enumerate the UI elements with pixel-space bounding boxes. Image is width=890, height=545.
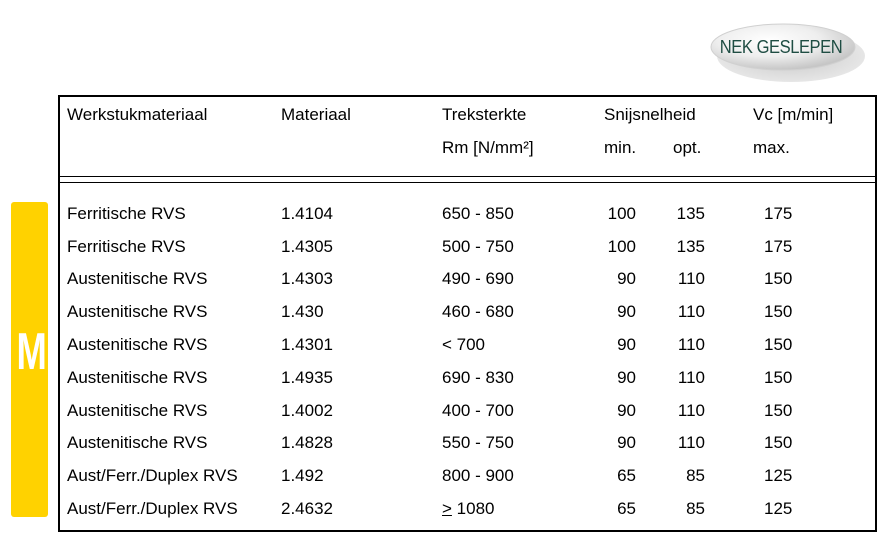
table-row: Austenitische RVS 1.4002 400 - 700 90 11… bbox=[60, 401, 875, 434]
header-grade: Materiaal bbox=[281, 105, 351, 124]
row-material: Aust/Ferr./Duplex RVS bbox=[67, 499, 238, 518]
header-separator-top bbox=[60, 176, 875, 177]
row-vc-max: 150 bbox=[764, 302, 793, 321]
row-grade: 1.4002 bbox=[281, 401, 333, 420]
row-grade: 1.492 bbox=[281, 466, 324, 485]
row-speed-opt: 135 bbox=[676, 204, 705, 223]
row-speed-min: 90 bbox=[617, 302, 636, 321]
row-speed-opt: 110 bbox=[677, 368, 705, 387]
table-row: Austenitische RVS 1.4828 550 - 750 90 11… bbox=[60, 433, 875, 466]
row-grade: 1.4104 bbox=[281, 204, 333, 223]
row-vc-max: 150 bbox=[764, 335, 793, 354]
header-separator-bottom bbox=[60, 182, 875, 183]
table-row: Austenitische RVS 1.4935 690 - 830 90 11… bbox=[60, 368, 875, 401]
row-grade: 1.4301 bbox=[281, 335, 333, 354]
logo-text: NEK GESLEPEN bbox=[719, 37, 843, 57]
row-speed-opt: 110 bbox=[677, 401, 705, 420]
row-tensile: 550 - 750 bbox=[442, 433, 514, 452]
row-vc-max: 175 bbox=[764, 204, 793, 223]
table-row: Austenitische RVS 1.4301 < 700 90 110 15… bbox=[60, 335, 875, 368]
row-grade: 1.4828 bbox=[281, 433, 333, 452]
row-speed-min: 100 bbox=[607, 204, 636, 223]
row-grade: 1.4305 bbox=[281, 237, 333, 256]
row-speed-min: 90 bbox=[617, 335, 636, 354]
row-vc-max: 125 bbox=[764, 466, 793, 485]
row-tensile: 690 - 830 bbox=[442, 368, 514, 387]
row-vc-max: 150 bbox=[764, 401, 793, 420]
table-row: Aust/Ferr./Duplex RVS 1.492 800 - 900 65… bbox=[60, 466, 875, 499]
row-vc-max: 150 bbox=[764, 433, 793, 452]
header-tensile: Treksterkte bbox=[442, 105, 527, 124]
row-material: Austenitische RVS bbox=[67, 269, 208, 288]
header-cutting-speed: Snijsnelheid bbox=[604, 105, 696, 124]
table-row: Aust/Ferr./Duplex RVS 2.4632 > 1080 65 8… bbox=[60, 499, 875, 532]
header-vc-max: max. bbox=[753, 138, 790, 157]
row-material: Austenitische RVS bbox=[67, 433, 208, 452]
nek-geslepen-logo: NEK GESLEPEN bbox=[707, 20, 867, 84]
row-tensile: > 1080 bbox=[442, 499, 494, 519]
category-side-tab: M bbox=[11, 202, 48, 517]
row-vc-max: 150 bbox=[764, 368, 793, 387]
row-tensile: 650 - 850 bbox=[442, 204, 514, 223]
row-speed-min: 90 bbox=[617, 269, 636, 288]
row-tensile-value: 1080 bbox=[451, 499, 495, 518]
table-row: Austenitische RVS 1.4303 490 - 690 90 11… bbox=[60, 269, 875, 302]
row-speed-opt: 85 bbox=[686, 466, 705, 485]
row-material: Ferritische RVS bbox=[67, 237, 186, 256]
greater-equal-symbol: > bbox=[442, 499, 452, 518]
category-letter: M bbox=[16, 323, 47, 381]
cutting-speed-table: Werkstukmateriaal Materiaal Treksterkte … bbox=[58, 95, 877, 532]
row-tensile: < 700 bbox=[442, 335, 486, 354]
row-speed-opt: 85 bbox=[686, 499, 705, 518]
row-tensile: 800 - 900 bbox=[442, 466, 514, 485]
row-speed-min: 90 bbox=[617, 368, 636, 387]
row-grade: 1.4935 bbox=[281, 368, 333, 387]
row-speed-min: 65 bbox=[617, 499, 636, 518]
header-speed-min: min. bbox=[604, 138, 637, 157]
header-material: Werkstukmateriaal bbox=[67, 105, 208, 124]
row-material: Aust/Ferr./Duplex RVS bbox=[67, 466, 238, 485]
row-grade: 1.4303 bbox=[281, 269, 333, 288]
header-tensile-unit: Rm [N/mm²] bbox=[442, 138, 534, 157]
row-material: Ferritische RVS bbox=[67, 204, 186, 223]
table-row: Ferritische RVS 1.4305 500 - 750 100 135… bbox=[60, 237, 875, 270]
row-tensile: 490 - 690 bbox=[442, 269, 514, 288]
row-vc-max: 150 bbox=[764, 269, 793, 288]
row-tensile: 400 - 700 bbox=[442, 401, 514, 420]
row-material: Austenitische RVS bbox=[67, 401, 208, 420]
row-speed-opt: 135 bbox=[676, 237, 705, 256]
row-speed-opt: 110 bbox=[677, 433, 705, 452]
row-grade: 1.430 bbox=[281, 302, 324, 321]
row-grade: 2.4632 bbox=[281, 499, 333, 518]
table-row: Ferritische RVS 1.4104 650 - 850 100 135… bbox=[60, 204, 875, 237]
row-speed-opt: 110 bbox=[677, 302, 705, 321]
header-speed-opt: opt. bbox=[673, 138, 702, 157]
row-speed-min: 65 bbox=[617, 466, 636, 485]
row-speed-opt: 110 bbox=[677, 335, 705, 354]
row-material: Austenitische RVS bbox=[67, 302, 208, 321]
table-row: Austenitische RVS 1.430 460 - 680 90 110… bbox=[60, 302, 875, 335]
row-material: Austenitische RVS bbox=[67, 368, 208, 387]
row-vc-max: 175 bbox=[764, 237, 793, 256]
row-material: Austenitische RVS bbox=[67, 335, 208, 354]
row-tensile: 460 - 680 bbox=[442, 302, 514, 321]
row-speed-min: 100 bbox=[607, 237, 636, 256]
row-tensile: 500 - 750 bbox=[442, 237, 514, 256]
row-vc-max: 125 bbox=[764, 499, 793, 518]
header-vc: Vc [m/min] bbox=[753, 105, 834, 124]
logo-ellipse bbox=[710, 23, 865, 82]
row-speed-min: 90 bbox=[617, 401, 636, 420]
row-speed-opt: 110 bbox=[677, 269, 705, 288]
row-speed-min: 90 bbox=[617, 433, 636, 452]
